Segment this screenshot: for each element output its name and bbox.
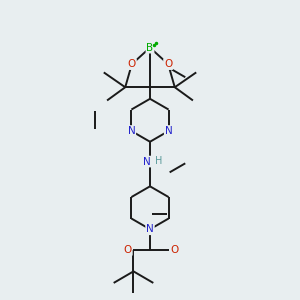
Text: N: N [165,126,172,136]
Text: O: O [124,245,132,255]
Text: H: H [155,156,162,166]
Text: O: O [128,59,136,69]
Text: N: N [128,126,135,136]
Text: O: O [164,59,172,69]
Text: N: N [143,157,151,166]
Text: O: O [171,245,179,255]
Text: B: B [146,43,154,52]
Text: N: N [146,224,154,234]
